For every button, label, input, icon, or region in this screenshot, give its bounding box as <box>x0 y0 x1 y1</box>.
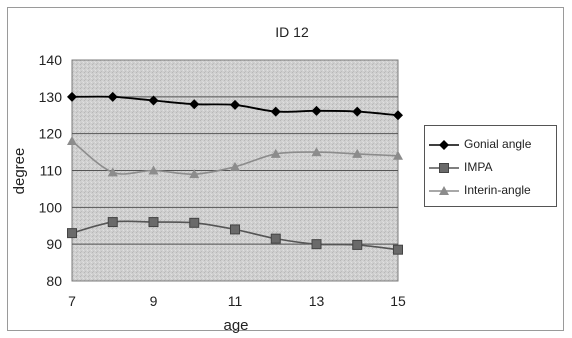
gonial-angle-point <box>230 99 240 110</box>
interin-angle-point <box>270 148 281 158</box>
y-tick-label: 120 <box>39 126 63 142</box>
impa-point <box>148 217 159 228</box>
y-tick-label: 110 <box>40 163 63 179</box>
gonial-angle-point <box>189 99 200 110</box>
gonial-angle-point <box>270 106 281 117</box>
interin-angle-point <box>393 150 403 160</box>
legend-item-interin-angle: Interin-angle <box>425 182 558 202</box>
legend-item-gonial-angle: Gonial angle <box>425 136 558 156</box>
interin-angle-point <box>230 161 240 171</box>
impa-point <box>107 217 118 228</box>
legend-label: IMPA <box>464 160 493 174</box>
interin-angle-point <box>189 169 200 179</box>
interin-angle-point <box>67 136 77 146</box>
x-tick-label: 9 <box>150 293 158 309</box>
tick-labels: 80 90 100 110 120 130 140 7 9 11 13 15 <box>39 52 406 309</box>
interin-angle-point <box>311 147 322 157</box>
gonial-angle-point <box>393 110 403 121</box>
chart-title: ID 12 <box>275 24 309 40</box>
chart-legend: Gonial angle IMPA Interin-angle <box>424 125 557 207</box>
gonial-angle-point <box>107 91 118 102</box>
impa-point <box>67 228 77 239</box>
y-tick-label: 90 <box>46 236 62 252</box>
gonial-angle-point <box>148 95 159 106</box>
gonial-angle-point <box>67 91 77 102</box>
diamond-icon <box>429 140 459 150</box>
legend-item-impa: IMPA <box>425 159 558 179</box>
impa-point <box>230 224 240 235</box>
impa-point <box>311 239 322 250</box>
series-markers <box>67 91 403 255</box>
x-tick-label: 11 <box>228 293 243 309</box>
interin-angle-point <box>352 148 363 158</box>
impa-point <box>352 239 363 250</box>
x-axis-label: age <box>223 317 248 334</box>
impa-point <box>270 233 281 244</box>
gonial-angle-point <box>311 105 322 116</box>
y-tick-label: 80 <box>46 273 62 289</box>
legend-label: Interin-angle <box>464 183 531 197</box>
x-tick-label: 7 <box>68 293 76 309</box>
impa-point <box>393 244 403 255</box>
y-tick-label: 130 <box>39 89 63 105</box>
legend-label: Gonial angle <box>464 137 532 151</box>
y-tick-label: 140 <box>39 52 63 68</box>
x-tick-label: 13 <box>309 293 325 309</box>
interin-angle-point <box>107 167 118 177</box>
triangle-icon <box>429 186 459 195</box>
interin-angle-point <box>148 165 159 175</box>
x-tick-label: 15 <box>390 293 406 309</box>
impa-point <box>189 217 200 228</box>
gonial-angle-point <box>352 106 363 117</box>
y-tick-label: 100 <box>39 199 63 215</box>
square-icon <box>429 163 459 173</box>
y-axis-label: degree <box>11 148 28 195</box>
